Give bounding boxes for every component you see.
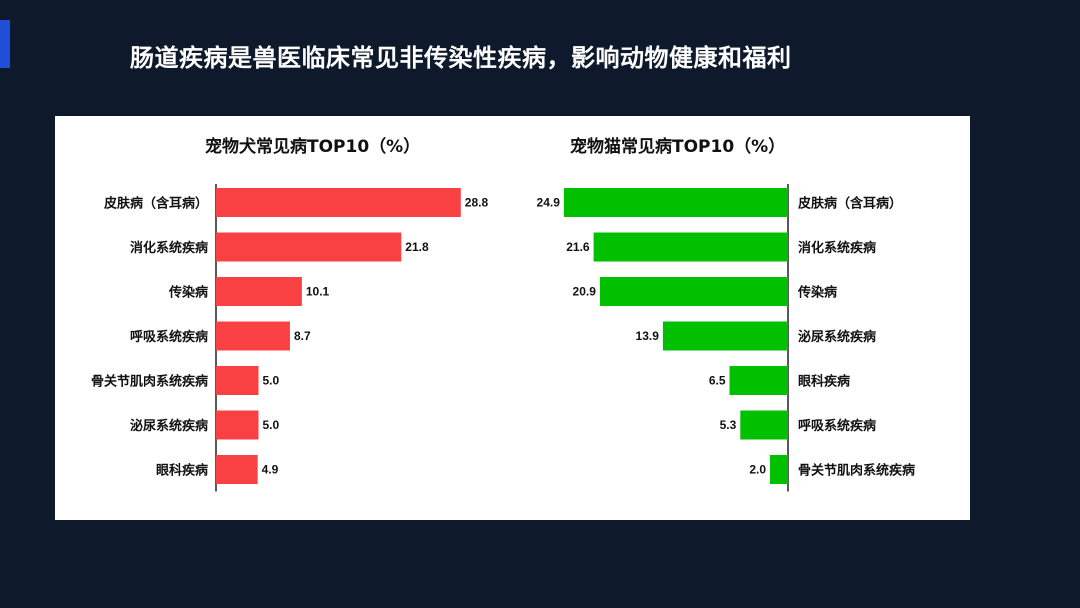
cat-value-label: 5.3 [720,418,737,432]
cat-category-label: 传染病 [797,285,837,301]
dog-category-label: 消化系统疾病 [130,240,208,256]
cat-bar [599,277,788,306]
dog-value-label: 5.0 [263,374,280,388]
chart-panel: 宠物犬常见病TOP10（%） 宠物猫常见病TOP10（%） 28.8 皮肤病（含耳… [55,116,970,520]
slide-title: 肠道疾病是兽医临床常见非传染性疾病，影响动物健康和福利 [130,44,792,72]
dog-value-label: 10.1 [306,285,330,299]
cat-value-label: 21.6 [566,240,590,254]
dog-chart-title: 宠物犬常见病TOP10（%） [205,137,421,157]
dog-bar [216,321,290,351]
cat-value-label: 2.0 [749,463,766,477]
dog-category-label: 传染病 [168,285,208,301]
cat-bar [729,366,788,395]
dog-category-label: 泌尿系统疾病 [130,418,208,434]
cat-bar [740,410,788,440]
cat-category-label: 皮肤病（含耳病） [797,196,902,212]
cat-value-label: 6.5 [709,374,726,388]
dog-value-label: 4.9 [262,463,279,477]
dog-bar [216,410,259,440]
dog-bar [216,455,258,484]
dog-category-label: 眼科疾病 [156,463,208,479]
dog-bar [216,277,302,306]
dog-value-label: 21.8 [405,240,429,254]
cat-bar [662,321,788,351]
cat-category-label: 骨关节肌肉系统疾病 [798,463,915,479]
cat-chart-title: 宠物猫常见病TOP10（%） [570,137,786,157]
dog-value-label: 5.0 [263,418,280,432]
dog-value-label: 8.7 [294,329,311,343]
dog-category-label: 呼吸系统疾病 [130,329,208,345]
dog-category-label: 骨关节肌肉系统疾病 [91,374,208,390]
bar-charts: 28.8 皮肤病（含耳病） 21.8 消化系统疾病 10.1 传染病 8.7 呼吸系统疾病 5.… [91,184,915,492]
dog-value-label: 28.8 [465,196,489,210]
dog-bar [216,366,259,395]
cat-value-label: 13.9 [636,329,660,343]
cat-bar [593,232,788,262]
cat-category-label: 呼吸系统疾病 [798,418,876,434]
cat-bar [563,188,788,217]
cat-category-label: 消化系统疾病 [798,240,876,256]
cat-category-label: 泌尿系统疾病 [798,329,876,345]
dog-bar [216,188,461,217]
dog-category-label: 皮肤病（含耳病） [103,196,208,212]
cat-value-label: 20.9 [573,285,597,299]
dog-bar [216,232,402,262]
cat-value-label: 24.9 [537,196,561,210]
cat-category-label: 眼科疾病 [798,374,850,390]
cat-bar [770,455,788,484]
accent-bar [0,20,10,68]
